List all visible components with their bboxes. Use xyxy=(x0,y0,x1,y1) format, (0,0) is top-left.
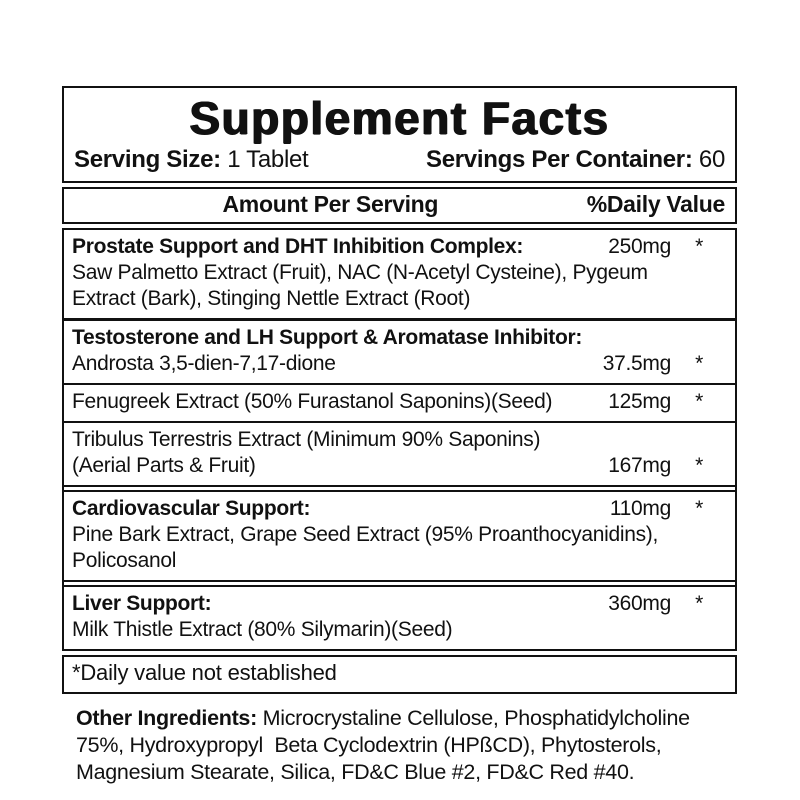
row-prostate-complex: Prostate Support and DHT Inhibition Comp… xyxy=(64,230,735,318)
daily-value-footnote: *Daily value not established xyxy=(72,660,337,685)
label-title: Supplement Facts xyxy=(189,92,610,144)
row-cardiovascular-support: Cardiovascular Support: 110mg * Pine Bar… xyxy=(64,492,735,580)
other-ingredients-label: Other Ingredients: xyxy=(76,706,257,730)
column-header-bar: Amount Per Serving %Daily Value xyxy=(62,187,737,224)
daily-value-asterisk: * xyxy=(695,592,703,615)
ingredient-amount: 110mg xyxy=(609,497,671,520)
other-ingredients-line: Other Ingredients: Microcrystaline Cellu… xyxy=(76,705,737,732)
ingredient-name: Fenugreek Extract (50% Furastanol Saponi… xyxy=(72,390,553,413)
ingredient-sub-name: Androsta 3,5-dien-7,17-dione xyxy=(72,352,336,375)
other-ingredients: Other Ingredients: Microcrystaline Cellu… xyxy=(62,705,737,786)
label-header-box: Supplement Facts Serving Size: 1 Tablet … xyxy=(62,86,737,183)
daily-value-asterisk: * xyxy=(695,454,703,477)
ingredient-description: Policosanol xyxy=(72,549,177,572)
ingredient-name: Tribulus Terrestris Extract (Minimum 90%… xyxy=(72,428,541,451)
amount-per-serving-header: Amount Per Serving xyxy=(222,191,439,217)
ingredient-name: Liver Support: xyxy=(72,592,212,615)
supplement-facts-label: Supplement Facts Serving Size: 1 Tablet … xyxy=(62,86,737,786)
ingredient-name: Cardiovascular Support: xyxy=(72,497,311,520)
servings-per-container-value: 60 xyxy=(692,146,725,173)
ingredient-line: Cardiovascular Support: 110mg * xyxy=(72,496,727,522)
ingredient-description: Saw Palmetto Extract (Fruit), NAC (N-Ace… xyxy=(72,261,648,284)
serving-size-value: 1 Tablet xyxy=(220,146,309,173)
row-liver-support: Liver Support: 360mg * Milk Thistle Extr… xyxy=(64,587,735,649)
ingredient-name: Prostate Support and DHT Inhibition Comp… xyxy=(72,235,524,258)
ingredient-line: Prostate Support and DHT Inhibition Comp… xyxy=(72,234,727,260)
ingredient-description: Pine Bark Extract, Grape Seed Extract (9… xyxy=(72,523,659,546)
daily-value-asterisk: * xyxy=(695,390,703,413)
daily-value-header: %Daily Value xyxy=(586,191,726,217)
ingredients-box: Prostate Support and DHT Inhibition Comp… xyxy=(62,228,737,651)
section-divider xyxy=(64,485,735,492)
row-testosterone-support: Testosterone and LH Support & Aromatase … xyxy=(64,318,735,383)
ingredient-line: Androsta 3,5-dien-7,17-dione 37.5mg * xyxy=(72,351,727,377)
daily-value-asterisk: * xyxy=(695,497,703,520)
other-ingredients-text: Microcrystaline Cellulose, Phosphatidylc… xyxy=(256,706,690,730)
footnote-box: *Daily value not established xyxy=(62,655,737,694)
ingredient-description: Extract (Bark), Stinging Nettle Extract … xyxy=(72,287,471,310)
ingredient-amount: 37.5mg xyxy=(602,352,672,375)
ingredient-amount: 250mg xyxy=(608,235,671,258)
other-ingredients-line: Magnesium Stearate, Silica, FD&C Blue #2… xyxy=(76,760,635,784)
ingredient-line: Liver Support: 360mg * xyxy=(72,591,727,617)
ingredient-amount: 167mg xyxy=(608,454,671,477)
ingredient-line: Fenugreek Extract (50% Furastanol Saponi… xyxy=(72,389,727,415)
daily-value-asterisk: * xyxy=(695,235,703,258)
row-tribulus: Tribulus Terrestris Extract (Minimum 90%… xyxy=(64,421,735,485)
servings-per-container-label: Servings Per Container: xyxy=(426,146,693,173)
ingredient-name: Testosterone and LH Support & Aromatase … xyxy=(72,326,583,349)
serving-size: Serving Size: 1 Tablet xyxy=(74,146,309,174)
row-fenugreek: Fenugreek Extract (50% Furastanol Saponi… xyxy=(64,383,735,421)
section-divider xyxy=(64,580,735,587)
ingredient-description: Milk Thistle Extract (80% Silymarin)(See… xyxy=(72,618,453,641)
other-ingredients-line: 75%, Hydroxypropyl Beta Cyclodextrin (HP… xyxy=(76,733,662,757)
ingredient-amount: 125mg xyxy=(608,390,671,413)
ingredient-amount: 360mg xyxy=(608,592,671,615)
serving-size-label: Serving Size: xyxy=(74,146,221,173)
serving-info-row: Serving Size: 1 Tablet Servings Per Cont… xyxy=(64,144,735,181)
daily-value-asterisk: * xyxy=(695,352,703,375)
servings-per-container: Servings Per Container: 60 xyxy=(426,146,725,174)
ingredient-line: (Aerial Parts & Fruit) 167mg * xyxy=(72,453,727,479)
ingredient-sub-name: (Aerial Parts & Fruit) xyxy=(72,454,256,477)
